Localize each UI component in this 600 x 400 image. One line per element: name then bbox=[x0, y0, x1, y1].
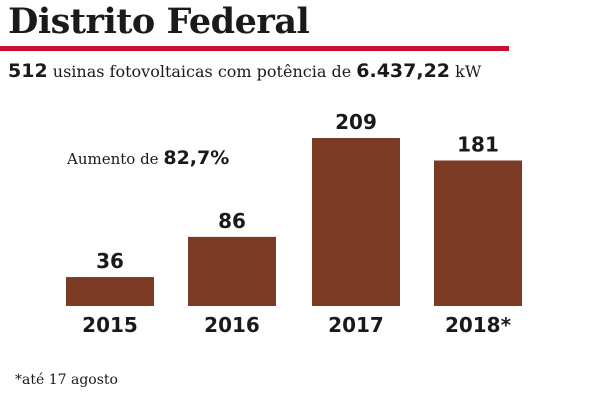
power-unit: kW bbox=[455, 62, 482, 81]
bar-2016 bbox=[188, 236, 276, 306]
bar-2015 bbox=[66, 277, 154, 306]
data-label: 181 bbox=[457, 133, 499, 157]
data-label: 36 bbox=[96, 249, 124, 273]
bar-2017 bbox=[312, 138, 400, 306]
chart-title: Distrito Federal bbox=[8, 1, 310, 42]
plant-count: 512 bbox=[8, 60, 48, 82]
data-label: 209 bbox=[335, 110, 377, 134]
x-tick-label: 2015 bbox=[82, 313, 138, 337]
power-value: 6.437,22 bbox=[356, 60, 451, 82]
chart-subtitle: 512 usinas fotovoltaicas com potência de… bbox=[8, 58, 481, 85]
subtitle-text: usinas fotovoltaicas com potência de bbox=[52, 62, 352, 81]
bar-2018 bbox=[434, 160, 522, 306]
title-rule bbox=[0, 46, 509, 51]
footnote: *até 17 agosto bbox=[15, 372, 118, 388]
data-label: 86 bbox=[218, 209, 246, 233]
growth-annotation: Aumento de 82,7% bbox=[67, 145, 229, 172]
growth-prefix: Aumento de bbox=[67, 150, 159, 168]
x-tick-label: 2016 bbox=[204, 313, 260, 337]
x-tick-label: 2018* bbox=[445, 313, 512, 337]
x-tick-label: 2017 bbox=[328, 313, 384, 337]
growth-value: 82,7% bbox=[163, 147, 230, 169]
